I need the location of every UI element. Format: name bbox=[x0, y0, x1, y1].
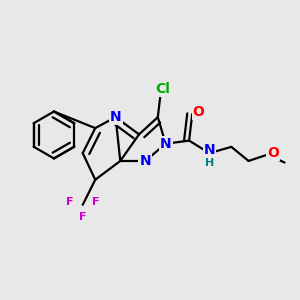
Text: H: H bbox=[205, 158, 214, 167]
Text: N: N bbox=[110, 110, 122, 124]
Text: F: F bbox=[66, 197, 73, 207]
Text: O: O bbox=[193, 106, 204, 119]
Text: O: O bbox=[267, 146, 279, 160]
Text: N: N bbox=[204, 143, 215, 157]
Text: F: F bbox=[79, 212, 86, 222]
Text: Cl: Cl bbox=[155, 82, 170, 96]
Text: N: N bbox=[160, 137, 172, 151]
Text: F: F bbox=[92, 197, 100, 207]
Text: N: N bbox=[140, 154, 151, 168]
